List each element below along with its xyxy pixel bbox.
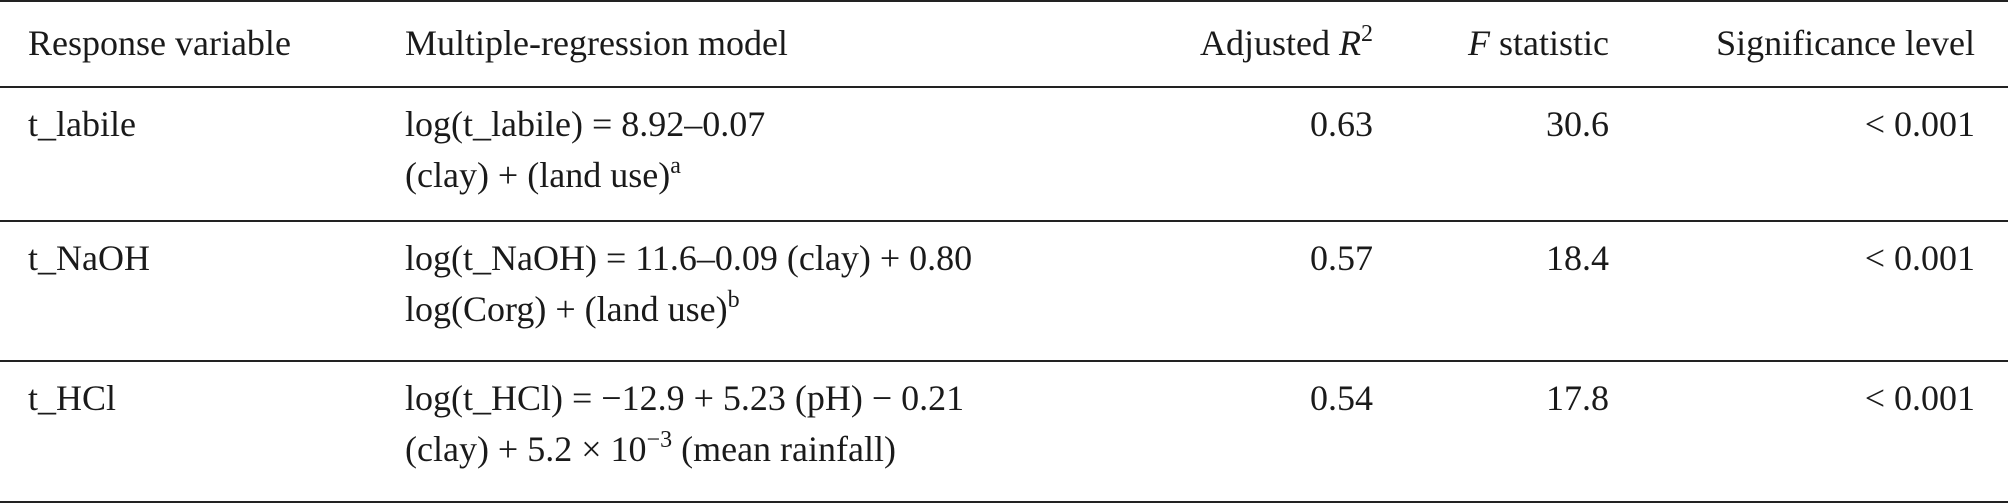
response-cell: t_labile <box>28 104 136 144</box>
header-cell: Response variable <box>28 18 291 69</box>
top-rule <box>0 0 2008 2</box>
model-line: (clay) + (land use)a <box>405 150 765 201</box>
text-segment: Multiple-regression model <box>405 23 788 63</box>
text-segment: R <box>1339 23 1361 63</box>
header-cell: F statistic <box>1468 18 1609 69</box>
f-statistic-cell: 30.6 <box>1546 104 1609 144</box>
row-rule <box>0 360 2008 362</box>
model-line: (clay) + 5.2 × 10−3 (mean rainfall) <box>405 424 964 475</box>
text-segment: statistic <box>1490 23 1609 63</box>
text-segment: 2 <box>1361 21 1373 47</box>
header-cell: Significance level <box>1716 18 1975 69</box>
text-segment: b <box>727 287 740 313</box>
text-segment: Response variable <box>28 23 291 63</box>
text-segment: log(t_NaOH) = 11.6–0.09 (clay) + 0.80 <box>405 238 973 278</box>
header-cell: Multiple-regression model <box>405 18 788 69</box>
model-cell: log(t_HCl) = −12.9 + 5.23 (pH) − 0.21 (cl… <box>405 373 964 475</box>
significance-cell: < 0.001 <box>1864 104 1975 144</box>
bottom-rule <box>0 501 2008 503</box>
header-rule <box>0 86 2008 88</box>
text-segment: −3 <box>646 427 673 453</box>
text-segment: a <box>670 153 681 179</box>
response-cell: t_HCl <box>28 378 117 418</box>
text-segment: log(Corg) + (land use) <box>405 289 728 329</box>
text-segment: log(t_labile) = 8.92–0.07 <box>405 104 766 144</box>
text-segment: log(t_HCl) = −12.9 + 5.23 (pH) − 0.21 <box>405 378 965 418</box>
text-segment: F <box>1468 23 1490 63</box>
significance-cell: < 0.001 <box>1864 238 1975 278</box>
model-cell: log(t_labile) = 8.92–0.07 (clay) + (land … <box>405 99 765 201</box>
significance-cell: < 0.001 <box>1864 378 1975 418</box>
header-cell: Adjusted R2 <box>1200 18 1373 69</box>
adjusted-r2-cell: 0.57 <box>1310 238 1373 278</box>
f-statistic-cell: 18.4 <box>1546 238 1609 278</box>
adjusted-r2-cell: 0.63 <box>1310 104 1373 144</box>
model-line: log(t_HCl) = −12.9 + 5.23 (pH) − 0.21 <box>405 373 964 424</box>
text-segment: (clay) + 5.2 × 10 <box>405 429 647 469</box>
text-segment: Significance level <box>1716 23 1975 63</box>
model-line: log(t_labile) = 8.92–0.07 <box>405 99 765 150</box>
model-cell: log(t_NaOH) = 11.6–0.09 (clay) + 0.80 log… <box>405 233 972 335</box>
f-statistic-cell: 17.8 <box>1546 378 1609 418</box>
adjusted-r2-cell: 0.54 <box>1310 378 1373 418</box>
model-line: log(Corg) + (land use)b <box>405 284 972 335</box>
row-rule <box>0 220 2008 222</box>
response-cell: t_NaOH <box>28 238 150 278</box>
text-segment: Adjusted <box>1200 23 1339 63</box>
text-segment: (clay) + (land use) <box>405 155 671 195</box>
model-line: log(t_NaOH) = 11.6–0.09 (clay) + 0.80 <box>405 233 972 284</box>
text-segment: (mean rainfall) <box>672 429 896 469</box>
